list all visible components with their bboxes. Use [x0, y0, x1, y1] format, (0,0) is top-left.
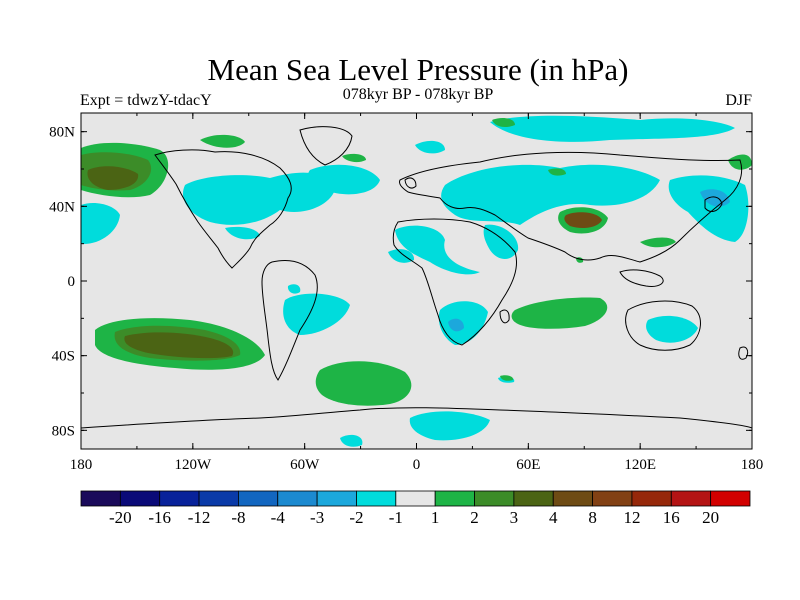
map-background: [81, 113, 752, 449]
neg-region-drake: [340, 434, 363, 447]
latitude-axis: 80N 40N 0 40S 80S: [49, 125, 752, 439]
coast-uk: [404, 177, 417, 189]
lon-tick-label: 60E: [516, 457, 540, 473]
experiment-label: Expt = tdwzY-tdacY: [80, 92, 212, 109]
lon-tick-label: 120W: [174, 457, 212, 473]
coast-eurasia: [399, 151, 743, 263]
neg-region-north-america: [182, 172, 335, 225]
colorbar-swatch: [119, 490, 161, 507]
coast-greenland: [299, 126, 353, 166]
pos-region-south-atlantic: [315, 361, 412, 406]
colorbar-swatch: [198, 490, 239, 507]
pos-region-philippines: [640, 237, 676, 248]
period-label: 078kyr BP - 078kyr BP: [342, 86, 494, 103]
neg-region-mediterranean: [395, 225, 480, 275]
pos-region-siberia-north: [548, 168, 566, 176]
lat-tick-label: 40N: [49, 199, 75, 215]
colorbar-label: -2: [349, 508, 363, 527]
lon-tick-label: 180: [70, 457, 93, 473]
colorbar-label: -8: [231, 508, 245, 527]
colorbar-swatch: [670, 490, 712, 507]
pos-region-indian-ocean: [511, 297, 608, 329]
neg-region-iceland: [415, 140, 445, 154]
colorbar-label: -4: [271, 508, 286, 527]
colorbar-swatch: [395, 490, 436, 507]
lat-tick-label: 80S: [52, 423, 75, 439]
colorbar-label: 16: [663, 508, 680, 527]
colorbar-label: -16: [148, 508, 171, 527]
longitude-axis: 180 120W 60W 0 60E 120E 180: [70, 113, 764, 473]
lon-tick-label: 120E: [624, 457, 656, 473]
colorbar-label: 1: [431, 508, 440, 527]
colorbar-swatch: [710, 490, 751, 507]
neg-region-brazil-small: [287, 284, 301, 294]
neg-region-gulf: [225, 226, 260, 240]
neg-region-north-pacific-east-asia: [668, 175, 749, 242]
coast-japan: [704, 196, 723, 212]
colorbar-label: -1: [389, 508, 403, 527]
colorbar: -20 -16 -12 -8 -4 -3 -2 -1 1 2 3 4 8 12 16 20: [80, 490, 751, 527]
coast-madagascar: [499, 309, 510, 324]
colorbar-swatch: [159, 490, 200, 507]
lon-tick-label: 0: [413, 457, 421, 473]
pos-region-south-pacific-core: [124, 332, 234, 359]
colorbar-swatch: [552, 490, 593, 507]
colorbar-swatch: [316, 490, 357, 507]
coast-australia: [625, 300, 701, 351]
neg-region-eurasia: [441, 164, 660, 225]
pos-region-tibet-core: [564, 212, 602, 228]
neg-region-arctic-band: [490, 115, 735, 142]
coast-north-america: [154, 149, 292, 269]
coast-africa: [392, 218, 517, 346]
lat-tick-label: 0: [68, 274, 76, 290]
season-label: DJF: [725, 92, 752, 109]
colorbar-label: 4: [549, 508, 558, 527]
coast-south-america: [261, 260, 318, 381]
colorbar-label: 20: [702, 508, 719, 527]
neg-region-pacific-north: [81, 203, 120, 245]
colorbar-label: 12: [623, 508, 640, 527]
colorbar-swatch: [592, 490, 633, 507]
neg-region-east-africa: [483, 224, 519, 259]
neg-region-deep-core-south-africa: [448, 318, 464, 332]
colorbar-label: -12: [188, 508, 211, 527]
colorbar-swatch: [356, 490, 397, 507]
neg-region-southern-ocean: [409, 411, 490, 441]
coast-antarctica: [81, 407, 752, 429]
colorbar-swatch: [513, 490, 554, 507]
neg-region-west-africa: [388, 249, 415, 263]
pos-region-arctic-canada: [200, 134, 245, 148]
neg-region-south-america: [283, 293, 350, 335]
pos-region-kamchatka: [728, 154, 752, 170]
colorbar-swatch: [474, 490, 515, 507]
lon-tick-label: 60W: [290, 457, 320, 473]
neg-region-australia: [646, 315, 698, 343]
pos-region-arctic-west: [492, 117, 515, 128]
colorbar-label: -20: [109, 508, 132, 527]
colorbar-swatch: [238, 490, 279, 507]
coastlines: [81, 126, 752, 429]
lat-tick-label: 40S: [52, 349, 75, 365]
colorbar-label: 2: [470, 508, 479, 527]
coast-new-zealand: [738, 346, 749, 360]
colorbar-label: -3: [310, 508, 324, 527]
colorbar-swatch: [80, 490, 121, 507]
lat-tick-label: 80N: [49, 125, 75, 141]
pos-region-greenland-east: [342, 153, 366, 163]
colorbar-label: 8: [588, 508, 597, 527]
map-panel: 180 120W 60W 0 60E 120E 180 80N 40N 0 40S 80S: [49, 112, 764, 473]
neg-region-north-atlantic: [308, 164, 380, 195]
coast-indonesia: [619, 269, 664, 287]
pos-region-alaska-core: [87, 166, 139, 190]
lon-tick-label: 180: [741, 457, 764, 473]
plot-title: Mean Sea Level Pressure (in hPa): [207, 52, 629, 87]
colorbar-label: 3: [510, 508, 519, 527]
colorbar-swatch: [631, 490, 672, 507]
colorbar-swatch: [434, 490, 475, 507]
anomaly-contours: [81, 115, 752, 447]
pos-region-southern-ocean-small: [500, 375, 514, 381]
colorbar-swatch: [277, 490, 318, 507]
